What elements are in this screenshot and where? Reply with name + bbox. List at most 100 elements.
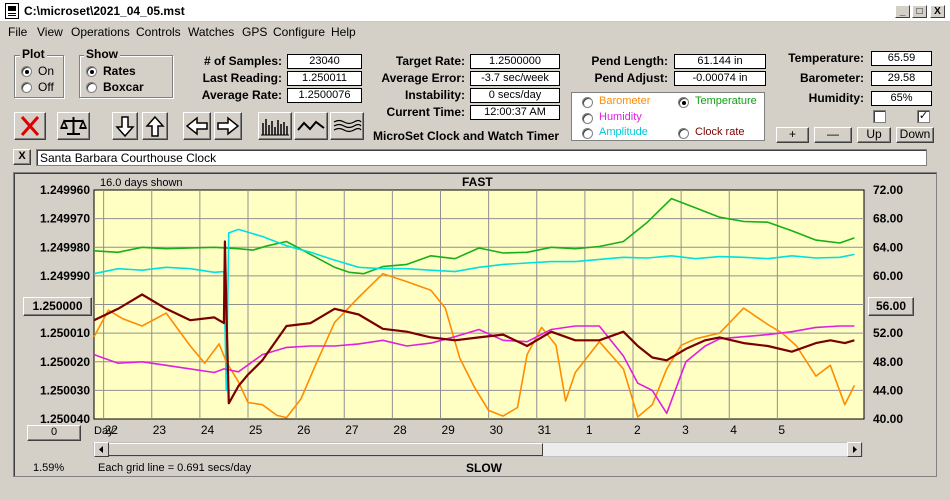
right-axis-tick-label: 60.00	[873, 269, 903, 283]
close-button[interactable]: X	[930, 5, 945, 18]
scroll-left-button[interactable]	[183, 112, 211, 140]
day-tick-label: 3	[682, 423, 689, 437]
show-rates-radio[interactable]	[86, 66, 97, 77]
minus-button[interactable]: —	[814, 127, 852, 143]
left-axis-tick-label: 1.249990	[40, 269, 90, 283]
temperature-radio[interactable]	[678, 97, 689, 108]
scroll-right-arrow-icon	[853, 446, 857, 453]
slow-label: SLOW	[466, 461, 502, 475]
average-rate-label: Average Rate:	[201, 88, 282, 102]
title-bar[interactable]: C:\microset\2021_04_05.mst _ □ X	[0, 0, 950, 22]
balance-scale-icon	[59, 117, 88, 135]
menu-controls[interactable]: Controls	[136, 25, 181, 39]
barometer-value: 29.58	[871, 71, 932, 86]
day-tick-label: 26	[297, 423, 311, 437]
humidity-label: Humidity:	[808, 91, 864, 105]
right-axis-tick-label: 44.00	[873, 383, 903, 397]
right-axis-tick-label: 40.00	[873, 412, 903, 426]
balance-button[interactable]	[57, 112, 90, 140]
barometer-option-label: Barometer	[599, 95, 651, 107]
menu-file[interactable]: File	[8, 25, 28, 39]
down-button[interactable]: Down	[896, 127, 934, 143]
plot-group-title: Plot	[20, 47, 47, 61]
line-wave-icon	[297, 120, 325, 131]
samples-value: 23040	[287, 54, 362, 69]
samples-label: # of Samples:	[203, 54, 282, 68]
plot-on-radio[interactable]	[21, 66, 32, 77]
right-axis-tick-label: 52.00	[873, 326, 903, 340]
barometer-radio[interactable]	[582, 97, 593, 108]
menu-view[interactable]: View	[37, 25, 63, 39]
center-value-button[interactable]: 56.00	[868, 297, 914, 316]
multi-wave-icon	[333, 119, 362, 133]
menu-gps[interactable]: GPS	[242, 25, 268, 39]
grid-note: Each grid line = 0.691 secs/day	[98, 462, 252, 474]
clock-name-field[interactable]: Santa Barbara Courthouse Clock	[36, 149, 927, 166]
rate-chart: 1.249960 72.00 1.249970 68.00 1.249980 64.00 1…	[40, 175, 903, 437]
maximize-button[interactable]: □	[912, 5, 927, 18]
stop-button[interactable]	[14, 112, 46, 140]
show-rates-label: Rates	[103, 64, 136, 78]
pend-length-value: 61.144 in	[674, 54, 766, 69]
minimize-button[interactable]: _	[895, 5, 910, 18]
right-axis-tick-label: 48.00	[873, 355, 903, 369]
amplitude-radio[interactable]	[582, 128, 593, 139]
scrollbar-track-left[interactable]	[94, 443, 543, 456]
smooth-view-button[interactable]	[330, 112, 364, 140]
scroll-down-button[interactable]	[112, 112, 138, 140]
plot-on-label: On	[38, 64, 55, 78]
up-button[interactable]: Up	[857, 127, 891, 143]
scroll-right-arrow[interactable]	[847, 442, 862, 457]
show-boxcar-radio[interactable]	[86, 82, 97, 93]
menu-configure[interactable]: Configure	[273, 25, 326, 39]
pend-length-label: Pend Length:	[591, 54, 668, 68]
menu-watches[interactable]: Watches	[188, 25, 235, 39]
day-tick-label: 28	[393, 423, 407, 437]
plus-button[interactable]: +	[776, 127, 809, 143]
menu-operations[interactable]: Operations	[71, 25, 130, 39]
show-humidity-checkbox[interactable]: ✓	[917, 110, 930, 123]
target-rate-value: 1.2500000	[470, 54, 560, 69]
day-tick-label: 29	[442, 423, 456, 437]
day-tick-label: 2	[634, 423, 641, 437]
horizontal-scrollbar[interactable]	[93, 442, 863, 457]
day-tick-label: 5	[778, 423, 785, 437]
day-tick-label: 24	[201, 423, 215, 437]
center-rate-button[interactable]: 1.250000	[23, 297, 92, 316]
app-icon[interactable]	[5, 3, 19, 19]
temperature-option-label: Temperature	[695, 95, 757, 107]
series-line-rate	[93, 240, 855, 405]
left-axis-tick-label: 1.250010	[40, 326, 90, 340]
arrow-left-icon	[185, 116, 208, 136]
show-barometer-checkbox[interactable]	[873, 110, 886, 123]
line-view-button[interactable]	[294, 112, 328, 140]
menu-help[interactable]: Help	[331, 25, 356, 39]
day-tick-label: 1	[586, 423, 593, 437]
clear-clock-button[interactable]: X	[13, 149, 31, 165]
scroll-right-button[interactable]	[214, 112, 242, 140]
humidity-option-label: Humidity	[599, 111, 642, 123]
day-axis-label: Day:	[94, 425, 117, 437]
plot-off-radio[interactable]	[21, 82, 32, 93]
average-error-value: -3.7 sec/week	[470, 71, 560, 86]
bar-chart-icon	[261, 119, 289, 136]
humidity-radio[interactable]	[582, 113, 593, 124]
scroll-left-arrow[interactable]	[94, 442, 109, 457]
day-tick-label: 23	[153, 423, 167, 437]
series-line-temperature	[93, 197, 855, 275]
day-tick-label: 25	[249, 423, 263, 437]
window-title: C:\microset\2021_04_05.mst	[24, 4, 185, 18]
show-group	[79, 55, 173, 98]
offset-button[interactable]: 0	[27, 425, 81, 441]
menu-bar: File View Operations Controls Watches GP…	[0, 22, 950, 41]
left-axis-tick-label: 1.250020	[40, 355, 90, 369]
clock-rate-radio[interactable]	[678, 128, 689, 139]
bar-view-button[interactable]	[258, 112, 292, 140]
arrow-down-icon	[115, 116, 135, 138]
last-reading-value: 1.250011	[287, 71, 362, 86]
left-axis-tick-label: 1.250040	[40, 412, 90, 426]
series-line-amplitude	[93, 228, 855, 392]
show-boxcar-label: Boxcar	[103, 80, 144, 94]
scroll-up-button[interactable]	[142, 112, 168, 140]
last-reading-label: Last Reading:	[202, 71, 282, 85]
